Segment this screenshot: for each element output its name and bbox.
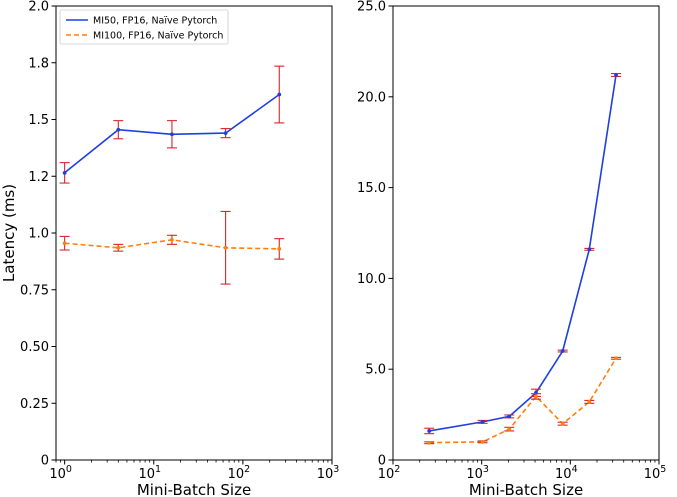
y-tick-label: 0.75 bbox=[20, 283, 49, 298]
plot-frame bbox=[392, 5, 660, 461]
y-tick-label: 0 bbox=[41, 454, 49, 469]
data-point bbox=[170, 132, 174, 137]
y-tick-label: 10.0 bbox=[357, 272, 386, 287]
data-point bbox=[614, 73, 618, 77]
x-tick-label: 103 bbox=[317, 464, 340, 482]
data-point bbox=[587, 399, 592, 404]
y-tick-label: 1.5 bbox=[28, 113, 49, 128]
data-point bbox=[277, 246, 282, 251]
legend-box bbox=[59, 9, 229, 45]
y-tick-label: 1.8 bbox=[28, 56, 49, 71]
data-point bbox=[427, 429, 432, 433]
x-tick-label: 102 bbox=[228, 464, 251, 482]
data-point bbox=[223, 131, 228, 136]
x-tick-label: 101 bbox=[138, 464, 161, 482]
y-tick-label: 15.0 bbox=[357, 181, 386, 196]
data-point bbox=[614, 356, 618, 361]
data-point bbox=[277, 92, 282, 97]
y-tick-label: 1.2 bbox=[28, 170, 49, 185]
data-point bbox=[560, 349, 565, 353]
data-point bbox=[116, 245, 121, 250]
data-point bbox=[534, 394, 538, 399]
right-chart-panel: 102 103 104 10505.010.015.020.025.0Mini-Bat… bbox=[357, 0, 666, 497]
data-point bbox=[560, 421, 565, 426]
data-point bbox=[480, 419, 485, 424]
x-tick-label: 105 bbox=[644, 464, 667, 482]
data-point bbox=[507, 427, 512, 432]
data-point bbox=[427, 440, 432, 445]
x-axis-label: Mini-Batch Size bbox=[469, 481, 583, 497]
y-tick-label: 2.0 bbox=[28, 0, 49, 15]
data-point bbox=[62, 170, 67, 175]
data-point bbox=[480, 439, 485, 444]
y-tick-label: 0.25 bbox=[20, 397, 49, 412]
y-tick-label: 0.50 bbox=[20, 340, 49, 355]
y-tick-label: 1.0 bbox=[28, 227, 49, 242]
x-tick-label: 103 bbox=[466, 464, 489, 482]
data-point bbox=[507, 414, 512, 419]
y-tick-label: 25.0 bbox=[357, 0, 386, 15]
y-tick-label: 20.0 bbox=[357, 90, 386, 105]
series-line-0 bbox=[429, 74, 617, 432]
x-tick-label: 104 bbox=[555, 464, 578, 482]
data-point bbox=[116, 127, 121, 132]
x-axis-label: Mini-Batch Size bbox=[137, 481, 251, 497]
left-chart-panel: 100 101 102 103 0 0.25 0.50 0.75 1.0 1.2 1.5 1.8 2.0… bbox=[0, 0, 339, 497]
data-point bbox=[170, 237, 174, 242]
plot-frame bbox=[55, 5, 333, 461]
y-tick-label: 5.0 bbox=[365, 363, 386, 378]
y-tick-label: 0 bbox=[378, 454, 386, 469]
data-point bbox=[223, 245, 228, 250]
data-point bbox=[587, 247, 592, 252]
data-point bbox=[62, 241, 67, 246]
legend-label-1: MI100, FP16, Naïve Pytorch bbox=[93, 31, 223, 42]
y-axis-label: Latency (ms) bbox=[0, 184, 18, 282]
legend-label-0: MI50, FP16, Naïve Pytorch bbox=[93, 16, 217, 27]
x-tick-label: 100 bbox=[49, 464, 72, 482]
legend: MI50, FP16, Naïve Pytorch MI100, FP16, Na… bbox=[59, 9, 229, 45]
